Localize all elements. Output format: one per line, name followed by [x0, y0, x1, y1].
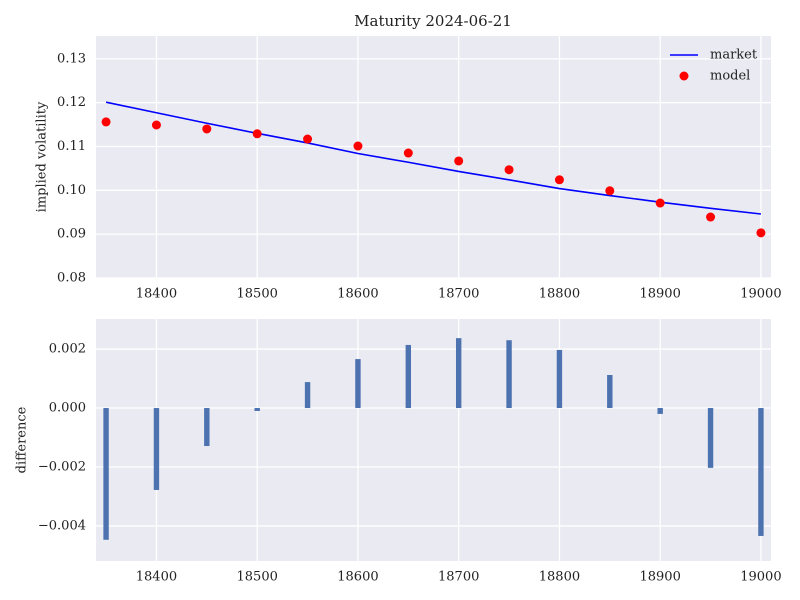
model-point	[303, 134, 313, 144]
x-tick-label: 19000	[740, 570, 781, 585]
x-tick-label: 18600	[337, 287, 378, 302]
x-tick-label: 19000	[740, 287, 781, 302]
legend-label: market	[710, 48, 758, 63]
model-point	[504, 165, 514, 175]
legend-marker	[679, 71, 689, 81]
x-tick-label: 18500	[237, 287, 278, 302]
legend-label: model	[710, 69, 750, 84]
bar	[758, 408, 764, 536]
model-point	[706, 212, 716, 222]
y-tick-label: 0.13	[57, 51, 86, 66]
y-tick-label: 0.12	[57, 95, 86, 110]
model-point	[403, 148, 413, 158]
x-tick-label: 18400	[136, 570, 177, 585]
x-tick-label: 18400	[136, 287, 177, 302]
x-tick-label: 18900	[639, 570, 680, 585]
model-point	[202, 124, 212, 134]
bar	[455, 338, 462, 409]
bar	[607, 375, 613, 409]
model-point	[605, 186, 615, 196]
bar	[153, 408, 160, 490]
x-tick-label: 18800	[539, 287, 580, 302]
x-tick-label: 18800	[539, 570, 580, 585]
model-point	[151, 120, 161, 130]
x-tick-label: 18900	[639, 287, 680, 302]
bar	[103, 408, 109, 540]
y-axis-label: difference	[15, 406, 30, 473]
y-tick-label: 0.000	[49, 401, 86, 416]
x-tick-label: 18700	[438, 287, 479, 302]
bar	[707, 408, 714, 468]
y-axis-label: implied volatility	[35, 101, 50, 212]
bar	[304, 382, 311, 409]
y-tick-label: 0.11	[57, 139, 86, 154]
plot-area	[96, 36, 771, 278]
bar	[254, 408, 260, 411]
bar	[204, 408, 210, 447]
y-tick-label: −0.004	[38, 518, 86, 533]
x-tick-label: 18500	[237, 570, 278, 585]
model-point	[252, 129, 262, 139]
bar	[405, 344, 412, 409]
y-tick-label: 0.09	[57, 227, 86, 242]
y-tick-label: 0.002	[49, 342, 86, 357]
plot-area	[96, 319, 771, 561]
market-line	[105, 101, 762, 215]
model-point	[756, 228, 766, 238]
bar	[355, 359, 361, 409]
bar	[556, 349, 563, 409]
y-tick-label: −0.002	[38, 459, 86, 474]
x-tick-label: 18600	[337, 570, 378, 585]
bar	[506, 340, 512, 409]
chart-title: Maturity 2024-06-21	[354, 12, 512, 30]
model-point	[454, 156, 464, 166]
model-point	[554, 175, 564, 185]
model-point	[655, 198, 665, 208]
y-tick-label: 0.08	[57, 271, 86, 286]
model-point	[101, 117, 111, 127]
bar	[657, 408, 663, 414]
y-tick-label: 0.10	[57, 183, 86, 198]
model-point	[353, 141, 363, 151]
x-tick-label: 18700	[438, 570, 479, 585]
